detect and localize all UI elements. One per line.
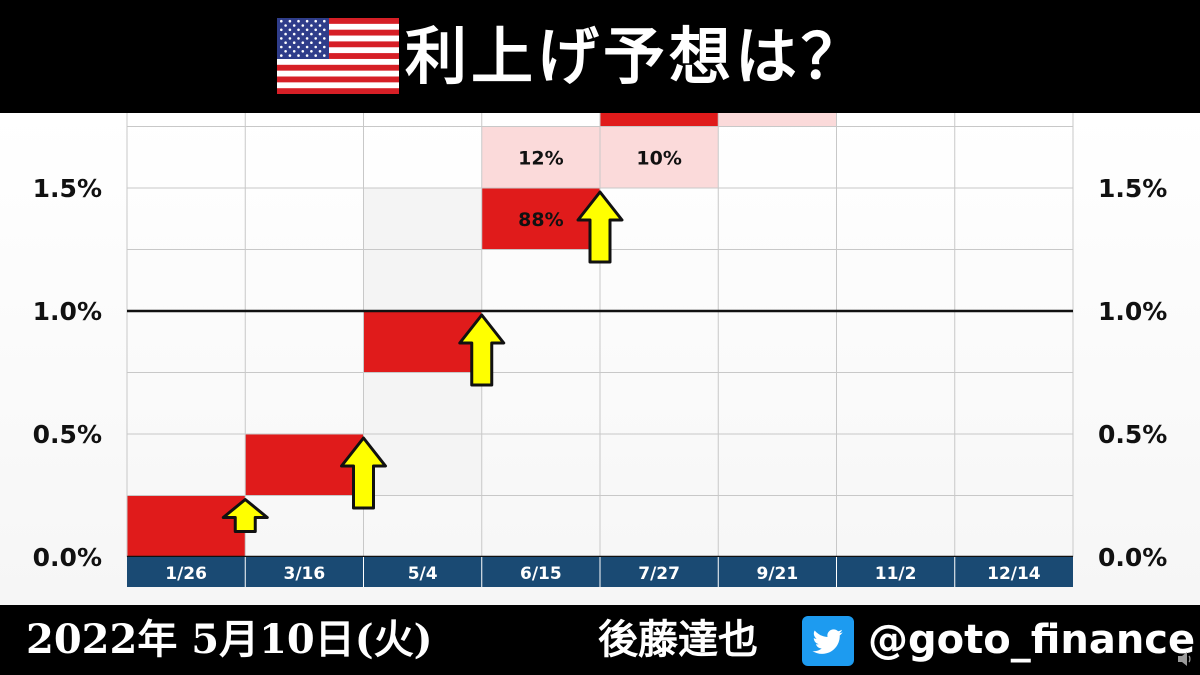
y-tick-label-right: 0.0% (1098, 543, 1167, 572)
up-arrow-icon (221, 498, 269, 533)
header-bar: 利上げ予想は？ (0, 0, 1200, 113)
heatmap-cell (600, 126, 719, 188)
x-tick-label: 3/16 (284, 564, 326, 584)
speaker-icon[interactable] (1176, 651, 1194, 667)
heatmap-cell (363, 188, 482, 250)
up-arrow-icon (340, 436, 387, 510)
heatmap-cell (718, 113, 837, 127)
twitter-bird-icon[interactable] (802, 616, 854, 666)
heatmap-cell (363, 372, 482, 434)
up-arrow-icon (576, 190, 624, 264)
page-title: 利上げ予想は？ (405, 20, 868, 93)
y-tick-label-left: 0.0% (33, 543, 102, 572)
rate-hike-chart: 88%12%10%81%8%7%50%40%4%7%50%40%4%8%49%3… (33, 113, 1167, 587)
y-tick-label-left: 1.0% (33, 297, 102, 326)
heatmap-cell (127, 495, 246, 557)
x-tick-label: 11/2 (875, 564, 917, 584)
probability-label: 12% (518, 147, 563, 169)
probability-label: 10% (636, 147, 681, 169)
twitter-handle[interactable]: @goto_finance (868, 617, 1196, 663)
y-tick-label-right: 1.5% (1098, 174, 1167, 203)
y-tick-label-left: 1.5% (33, 174, 102, 203)
x-tick-label: 9/21 (757, 564, 799, 584)
y-tick-label-right: 1.0% (1098, 297, 1167, 326)
x-tick-label: 7/27 (638, 564, 680, 584)
heatmap-cell (363, 249, 482, 311)
probability-label: 88% (518, 209, 563, 231)
chart-area: 88%12%10%81%8%7%50%40%4%7%50%40%4%8%49%3… (0, 113, 1200, 605)
up-arrow-icon (458, 313, 506, 387)
heatmap-cell (481, 126, 600, 188)
x-tick-label: 6/15 (520, 564, 562, 584)
x-tick-label: 5/4 (408, 564, 438, 584)
broadcast-date: 2022年 5月10日(火) (26, 616, 433, 663)
footer-bar: 2022年 5月10日(火) 後藤達也 @goto_finance (0, 605, 1200, 675)
heatmap-cell (600, 113, 719, 127)
x-tick-label: 1/26 (165, 564, 207, 584)
us-flag-icon (277, 18, 399, 94)
y-tick-label-left: 0.5% (33, 420, 102, 449)
y-tick-label-right: 0.5% (1098, 420, 1167, 449)
x-tick-label: 12/14 (987, 564, 1041, 584)
author-name: 後藤達也 (598, 617, 758, 663)
